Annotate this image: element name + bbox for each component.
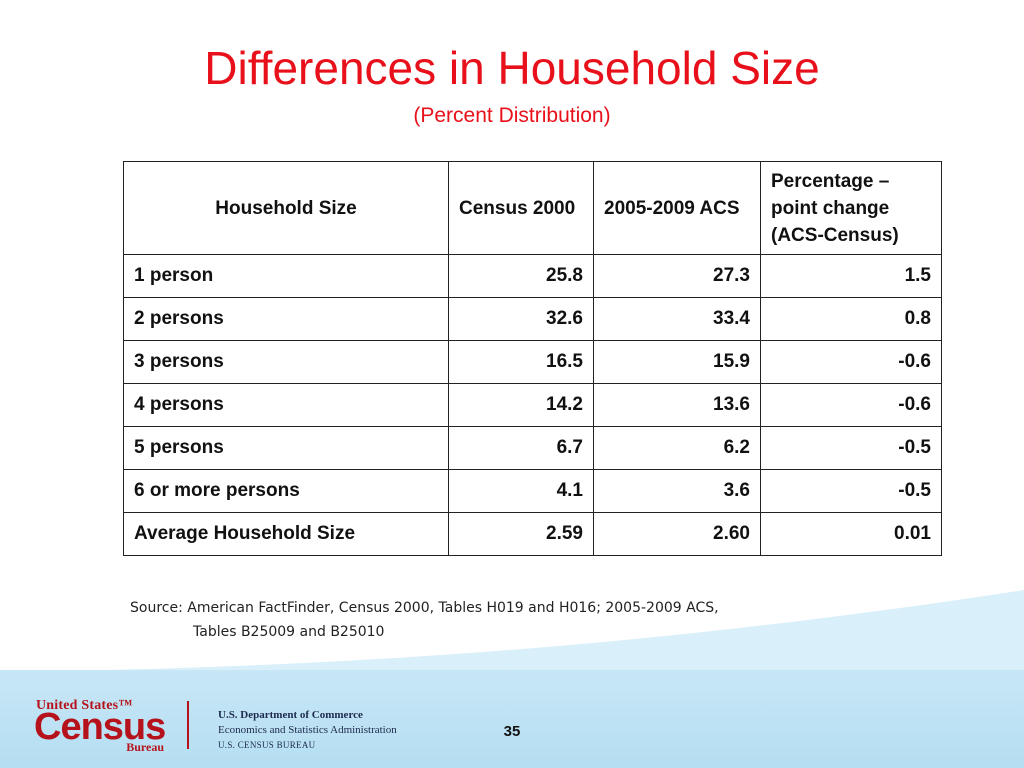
acs-value: 33.4: [593, 297, 761, 341]
row-label: Average Household Size: [123, 512, 449, 556]
change-value: 1.5: [760, 254, 942, 298]
change-value: -0.6: [760, 340, 942, 384]
source-line-1: Source: American FactFinder, Census 2000…: [130, 600, 719, 616]
acs-value: 3.6: [593, 469, 761, 513]
slide-subtitle: (Percent Distribution): [413, 104, 611, 127]
table-header-row: Household Size Census 2000 2005-2009 ACS…: [123, 161, 942, 255]
census-value: 4.1: [448, 469, 594, 513]
acs-value: 15.9: [593, 340, 761, 384]
census-value: 14.2: [448, 383, 594, 427]
dept-line-1: U.S. Department of Commerce: [218, 709, 363, 721]
table-row: 4 persons 14.2 13.6 -0.6: [123, 383, 942, 427]
table-row: Average Household Size 2.59 2.60 0.01: [123, 512, 942, 556]
table-row: 6 or more persons 4.1 3.6 -0.5: [123, 469, 942, 513]
acs-value: 13.6: [593, 383, 761, 427]
row-label: 6 or more persons: [123, 469, 449, 513]
table-row: 5 persons 6.7 6.2 -0.5: [123, 426, 942, 470]
department-info: U.S. Department of Commerce Economics an…: [218, 707, 397, 753]
acs-value: 6.2: [593, 426, 761, 470]
census-value: 25.8: [448, 254, 594, 298]
dept-line-2: Economics and Statistics Administration: [218, 724, 397, 736]
census-value: 32.6: [448, 297, 594, 341]
footer-divider: [187, 701, 189, 749]
acs-value: 27.3: [593, 254, 761, 298]
change-value: -0.6: [760, 383, 942, 427]
census-value: 6.7: [448, 426, 594, 470]
header-household-size: Household Size: [123, 161, 449, 255]
logo-united-states: United States™: [36, 698, 133, 713]
census-value: 16.5: [448, 340, 594, 384]
page-number: 35: [503, 723, 521, 740]
source-line-2: Tables B25009 and B25010: [193, 624, 385, 640]
header-acs: 2005-2009 ACS: [593, 161, 761, 255]
change-value: 0.8: [760, 297, 942, 341]
table-row: 2 persons 32.6 33.4 0.8: [123, 297, 942, 341]
row-label: 3 persons: [123, 340, 449, 384]
footer-wave-decoration: [0, 590, 1024, 680]
footer-band: [0, 670, 1024, 768]
table-row: 1 person 25.8 27.3 1.5: [123, 254, 942, 298]
row-label: 4 persons: [123, 383, 449, 427]
logo-census: Census: [34, 706, 166, 748]
slide-title: Differences in Household Size: [204, 42, 820, 94]
source-note: Source: American FactFinder, Census 2000…: [130, 596, 719, 644]
census-value: 2.59: [448, 512, 594, 556]
table-row: 3 persons 16.5 15.9 -0.6: [123, 340, 942, 384]
row-label: 5 persons: [123, 426, 449, 470]
dept-line-3: U.S. CENSUS BUREAU: [218, 740, 316, 750]
logo-bureau: Bureau: [126, 740, 164, 754]
row-label: 1 person: [123, 254, 449, 298]
header-census-2000: Census 2000: [448, 161, 594, 255]
change-value: -0.5: [760, 426, 942, 470]
household-size-table: Household Size Census 2000 2005-2009 ACS…: [123, 161, 942, 556]
acs-value: 2.60: [593, 512, 761, 556]
header-point-change: Percentage – point change (ACS-Census): [760, 161, 942, 255]
row-label: 2 persons: [123, 297, 449, 341]
change-value: -0.5: [760, 469, 942, 513]
change-value: 0.01: [760, 512, 942, 556]
census-bureau-logo: United States™ Census Bureau: [34, 698, 166, 754]
